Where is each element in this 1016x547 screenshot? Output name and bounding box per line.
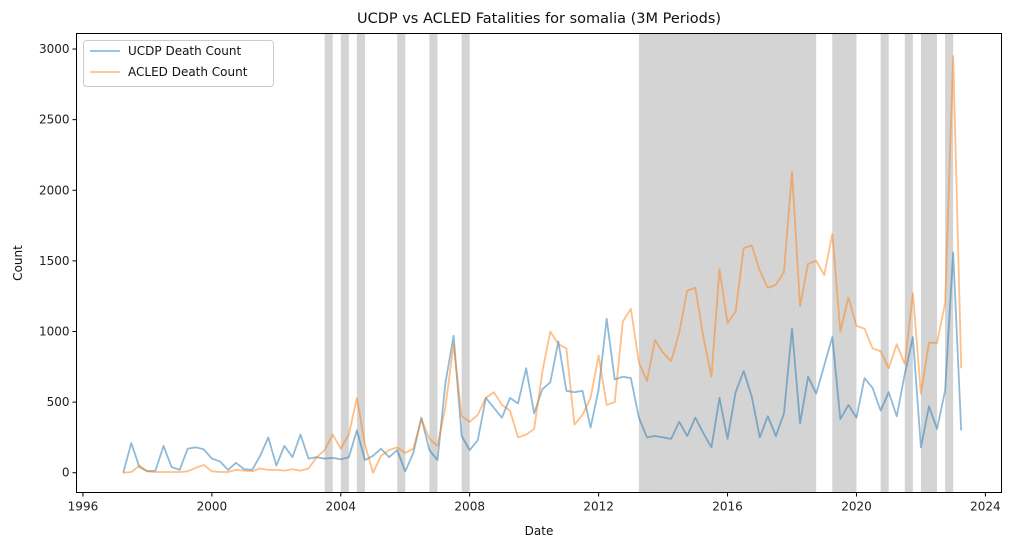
- y-axis-label: Count: [11, 245, 25, 281]
- x-tick-label-2024: 2024: [970, 500, 1001, 514]
- shaded-period-9: [663, 33, 672, 493]
- shaded-period-29: [840, 33, 849, 493]
- legend-label-ucdp: UCDP Death Count: [128, 44, 241, 58]
- y-tick-label-1000: 1000: [39, 324, 70, 338]
- shaded-period-7: [646, 33, 656, 493]
- shaded-period-26: [800, 33, 809, 493]
- shaded-period-12: [687, 33, 696, 493]
- x-tick-label-1996: 1996: [68, 500, 99, 514]
- y-tick-label-3000: 3000: [39, 42, 70, 56]
- plot-area-frame: [76, 33, 1002, 493]
- shaded-period-6: [638, 33, 647, 493]
- shaded-period-24: [783, 33, 793, 493]
- shaded-period-14: [703, 33, 712, 493]
- y-tick-label-2500: 2500: [39, 113, 70, 127]
- shaded-period-34: [928, 33, 938, 493]
- shaded-period-20: [751, 33, 760, 493]
- shaded-period-2: [356, 33, 365, 493]
- shaded-periods: [324, 33, 954, 493]
- y-tick-label-500: 500: [47, 395, 70, 409]
- y-tick-label-2000: 2000: [39, 183, 70, 197]
- shaded-period-23: [775, 33, 784, 493]
- shaded-period-18: [735, 33, 744, 493]
- shaded-period-28: [832, 33, 841, 493]
- x-tick-label-2012: 2012: [583, 500, 614, 514]
- shaded-period-33: [920, 33, 929, 493]
- shaded-period-25: [792, 33, 801, 493]
- series-line-ucdp: [122, 251, 963, 473]
- shaded-period-22: [767, 33, 776, 493]
- x-tick-label-2008: 2008: [454, 500, 485, 514]
- x-axis-label: Date: [525, 524, 554, 538]
- shaded-period-35: [945, 33, 954, 493]
- shaded-period-31: [880, 33, 889, 493]
- shaded-period-1: [340, 33, 349, 493]
- shaded-period-5: [461, 33, 470, 493]
- x-tick-label-2016: 2016: [712, 500, 743, 514]
- legend-frame: [83, 40, 274, 87]
- shaded-period-11: [679, 33, 688, 493]
- shaded-period-10: [671, 33, 680, 493]
- shaded-period-8: [655, 33, 664, 493]
- shaded-period-4: [429, 33, 438, 493]
- shaded-period-19: [743, 33, 752, 493]
- series-line-acled: [123, 55, 963, 474]
- x-tick-label-2020: 2020: [841, 500, 872, 514]
- legend-label-acled: ACLED Death Count: [128, 65, 248, 79]
- legend: UCDP Death Count ACLED Death Count: [83, 40, 274, 87]
- y-axis-ticks: 0 500 1000 1500 2000 2500 3000: [39, 42, 77, 480]
- shaded-period-15: [711, 33, 720, 493]
- shaded-period-0: [324, 33, 333, 493]
- x-tick-label-2004: 2004: [326, 500, 357, 514]
- y-tick-label-1500: 1500: [39, 254, 70, 268]
- series-lines: [122, 55, 963, 474]
- shaded-period-3: [397, 33, 406, 493]
- shaded-period-13: [695, 33, 704, 493]
- shaded-period-17: [727, 33, 736, 493]
- chart-title: UCDP vs ACLED Fatalities for somalia (3M…: [357, 11, 721, 27]
- shaded-period-30: [848, 33, 857, 493]
- shaded-period-32: [904, 33, 913, 493]
- shaded-period-16: [719, 33, 728, 493]
- x-tick-label-2000: 2000: [197, 500, 228, 514]
- x-axis-ticks: 1996 2000 2004 2008 2012 2016 2020 2024: [68, 492, 1001, 514]
- y-tick-label-0: 0: [62, 466, 70, 480]
- shaded-period-21: [759, 33, 768, 493]
